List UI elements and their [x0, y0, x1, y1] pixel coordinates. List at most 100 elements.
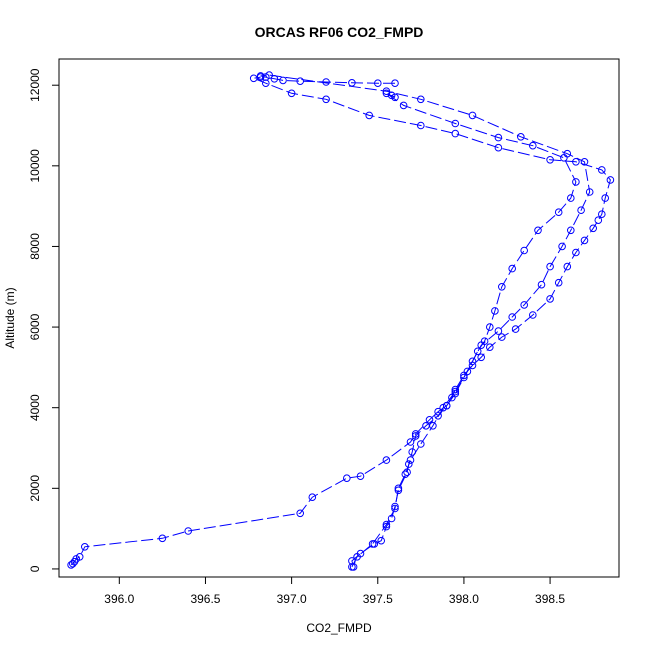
- y-axis: 0 2000 4000 6000 8000 10000 12000: [28, 68, 59, 572]
- data-point: [572, 158, 580, 166]
- data-point: [411, 432, 420, 440]
- data-point: [348, 563, 356, 571]
- data-point: [387, 91, 396, 100]
- data-point: [377, 536, 386, 545]
- x-tick-label: 397.0: [277, 592, 307, 606]
- data-point: [391, 504, 399, 513]
- data-point: [486, 323, 494, 331]
- data-point: [322, 95, 330, 104]
- data-point: [567, 194, 575, 202]
- data-point: [75, 553, 84, 561]
- data-point: [546, 295, 554, 303]
- data-point: [451, 389, 460, 398]
- data-point: [520, 246, 529, 255]
- data-point: [296, 77, 305, 85]
- y-axis-label: Altitude (m): [3, 287, 17, 348]
- data-point: [486, 343, 494, 352]
- series-line-3: [351, 92, 577, 568]
- data-point: [580, 236, 589, 245]
- data-point: [394, 486, 403, 495]
- data-point: [498, 333, 506, 341]
- data-point: [546, 262, 554, 271]
- data-point: [494, 143, 503, 152]
- data-point: [429, 422, 437, 430]
- data-point: [279, 76, 287, 85]
- data-point: [308, 493, 317, 502]
- data-point: [405, 460, 413, 468]
- data-point: [434, 412, 442, 420]
- data-point: [494, 327, 503, 335]
- data-point: [394, 484, 403, 493]
- data-point: [580, 158, 589, 166]
- data-point: [517, 133, 525, 141]
- data-point: [546, 156, 554, 164]
- data-point: [343, 474, 351, 483]
- data-point: [554, 278, 563, 287]
- data-point: [382, 520, 391, 529]
- data-point: [508, 264, 517, 273]
- x-tick-label: 397.5: [363, 592, 393, 606]
- y-tick-label: 10000: [28, 149, 42, 183]
- data-point: [494, 133, 503, 142]
- data-point: [417, 95, 425, 104]
- data-point: [406, 438, 415, 446]
- data-point: [451, 119, 460, 128]
- y-tick-label: 6000: [28, 313, 42, 340]
- data-point: [265, 71, 274, 79]
- data-point: [572, 248, 580, 257]
- data-point: [382, 89, 391, 98]
- data-point: [406, 456, 415, 464]
- data-point: [563, 262, 572, 271]
- data-point: [460, 373, 468, 382]
- data-point: [391, 502, 399, 511]
- data-point: [498, 283, 506, 291]
- y-tick-label: 4000: [28, 394, 42, 421]
- data-point: [508, 313, 517, 321]
- data-point: [558, 242, 566, 251]
- x-tick-label: 396.5: [190, 592, 220, 606]
- data-point: [554, 208, 563, 216]
- data-point: [365, 111, 374, 120]
- data-point: [356, 472, 365, 481]
- data-point: [468, 111, 477, 120]
- data-point: [534, 226, 542, 235]
- data-point: [567, 226, 575, 235]
- series-layer: [67, 71, 615, 571]
- data-point: [577, 206, 585, 214]
- data-point: [382, 87, 391, 95]
- x-axis-label: CO2_FMPD: [306, 621, 372, 635]
- x-tick-label: 398.0: [449, 592, 479, 606]
- data-point: [401, 470, 410, 479]
- x-tick-label: 396.0: [104, 592, 134, 606]
- data-point: [262, 79, 270, 87]
- y-tick-label: 2000: [28, 475, 42, 502]
- x-axis: 396.0 396.5 397.0 397.5 398.0 398.5: [104, 577, 565, 606]
- data-point: [598, 166, 606, 174]
- data-point: [391, 79, 399, 87]
- data-point: [480, 337, 489, 346]
- data-point: [572, 178, 580, 186]
- data-point: [387, 514, 396, 523]
- series-line-1: [70, 76, 611, 566]
- data-point: [270, 75, 279, 83]
- data-point: [353, 553, 361, 561]
- data-point: [81, 543, 89, 551]
- data-point: [511, 325, 520, 333]
- data-point: [491, 307, 499, 315]
- data-point: [560, 154, 568, 162]
- data-point: [256, 72, 265, 80]
- data-point: [374, 79, 382, 87]
- data-point: [606, 176, 615, 184]
- data-point: [589, 224, 598, 233]
- x-tick-label: 398.5: [535, 592, 565, 606]
- y-tick-label: 8000: [28, 233, 42, 260]
- data-point: [520, 301, 529, 309]
- y-tick-label: 12000: [28, 68, 42, 102]
- data-point: [529, 141, 537, 150]
- data-point: [473, 347, 482, 356]
- data-point: [601, 194, 610, 202]
- data-point: [451, 387, 460, 396]
- data-point: [287, 89, 296, 98]
- data-point: [463, 367, 472, 376]
- data-point: [598, 210, 606, 218]
